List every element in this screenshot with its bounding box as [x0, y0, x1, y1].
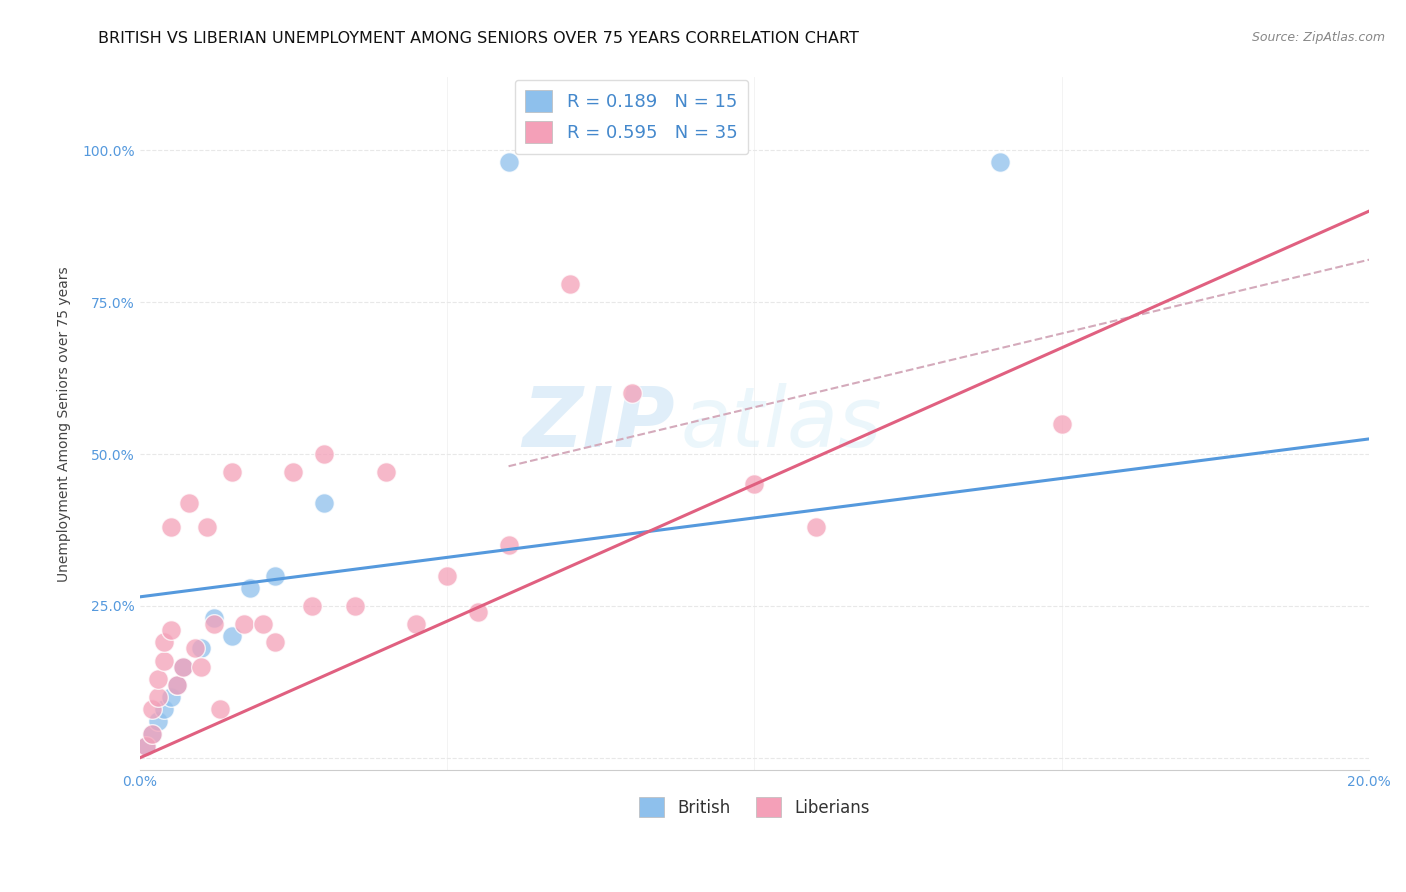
Point	[148, 714, 170, 729]
Point	[202, 617, 225, 632]
Point	[221, 466, 243, 480]
Point	[135, 739, 157, 753]
Point	[159, 624, 181, 638]
Text: Source: ZipAtlas.com: Source: ZipAtlas.com	[1251, 31, 1385, 45]
Point	[141, 702, 163, 716]
Legend: British, Liberians: British, Liberians	[633, 790, 876, 824]
Y-axis label: Unemployment Among Seniors over 75 years: Unemployment Among Seniors over 75 years	[58, 266, 72, 582]
Point	[620, 386, 643, 401]
Point	[252, 617, 274, 632]
Point	[177, 496, 200, 510]
Point	[467, 605, 489, 619]
Point	[148, 672, 170, 686]
Point	[264, 568, 287, 582]
Point	[159, 520, 181, 534]
Point	[166, 678, 188, 692]
Point	[374, 466, 396, 480]
Point	[558, 277, 581, 291]
Point	[166, 678, 188, 692]
Text: BRITISH VS LIBERIAN UNEMPLOYMENT AMONG SENIORS OVER 75 YEARS CORRELATION CHART: BRITISH VS LIBERIAN UNEMPLOYMENT AMONG S…	[98, 31, 859, 46]
Point	[343, 599, 366, 613]
Point	[153, 654, 176, 668]
Point	[135, 739, 157, 753]
Point	[405, 617, 427, 632]
Text: atlas: atlas	[681, 384, 883, 464]
Point	[233, 617, 256, 632]
Point	[190, 659, 212, 673]
Point	[202, 611, 225, 625]
Point	[264, 635, 287, 649]
Point	[190, 641, 212, 656]
Point	[744, 477, 766, 491]
Point	[314, 447, 336, 461]
Point	[153, 702, 176, 716]
Point	[314, 496, 336, 510]
Point	[208, 702, 231, 716]
Point	[804, 520, 827, 534]
Point	[159, 690, 181, 704]
Point	[172, 659, 194, 673]
Point	[197, 520, 219, 534]
Point	[172, 659, 194, 673]
Point	[148, 690, 170, 704]
Point	[239, 581, 262, 595]
Point	[283, 466, 305, 480]
Point	[184, 641, 207, 656]
Point	[498, 155, 520, 169]
Point	[1050, 417, 1073, 431]
Point	[436, 568, 458, 582]
Point	[153, 635, 176, 649]
Point	[988, 155, 1011, 169]
Point	[301, 599, 323, 613]
Point	[141, 726, 163, 740]
Point	[221, 629, 243, 643]
Point	[141, 726, 163, 740]
Text: ZIP: ZIP	[522, 384, 675, 464]
Point	[498, 538, 520, 552]
